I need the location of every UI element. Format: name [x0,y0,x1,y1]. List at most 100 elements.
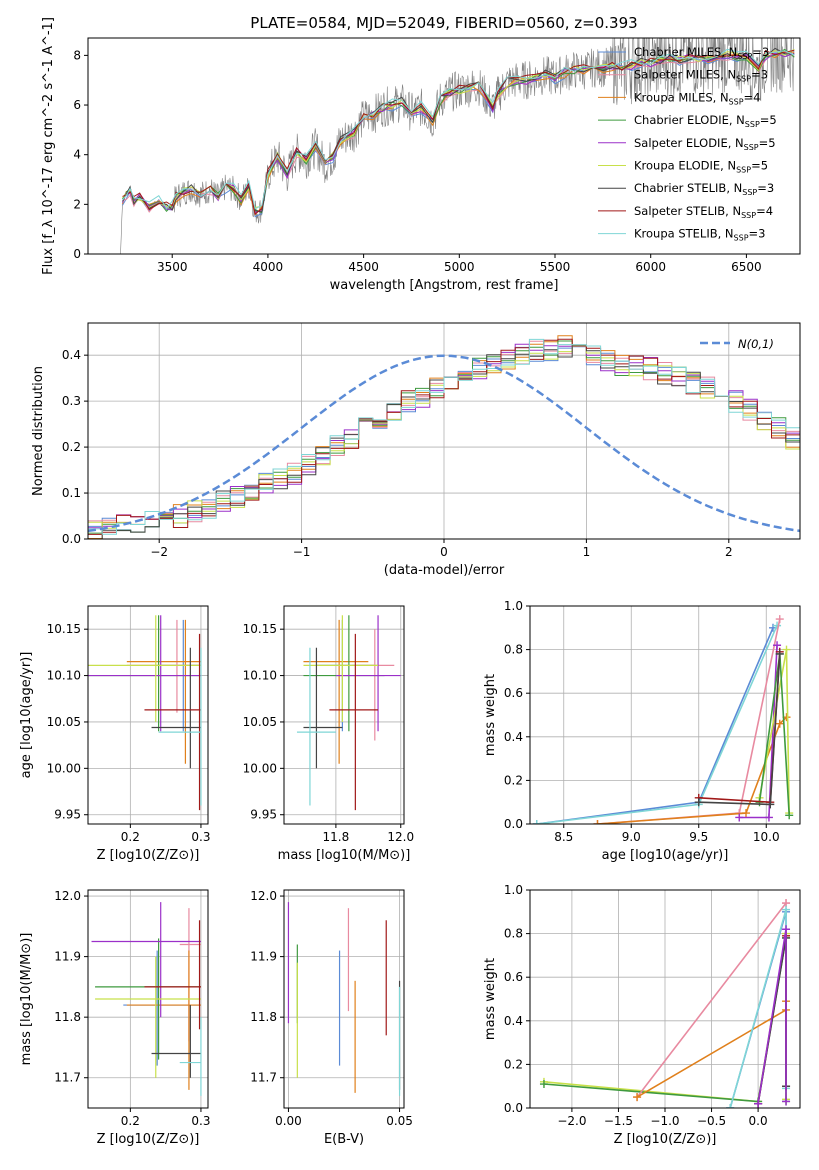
y-axis-label: mass [log10(M/M⊙)] [19,933,34,1066]
y-tick-label: 0.8 [504,643,523,657]
x-tick-label: 0.3 [191,1114,210,1128]
legend-entry: Chabrier STELIB, NSSP=3 [634,181,774,197]
x-tick-label: 0.00 [275,1114,302,1128]
x-axis-label: (data-model)/error [384,563,505,578]
x-tick-label: 10.0 [753,830,780,844]
x-tick-label: 9.5 [689,830,708,844]
x-axis-label: Z [log10(Z/Z⊙)] [97,1132,200,1147]
y-tick-label: 11.7 [54,1071,81,1085]
axes-frame [283,889,405,1109]
x-tick-label: 0.3 [191,830,210,844]
y-tick-label: 9.95 [54,808,81,822]
figure-title: PLATE=0584, MJD=52049, FIBERID=0560, z=0… [250,14,637,32]
y-tick-label: 10.10 [47,669,81,683]
y-tick-label: 12.0 [54,889,81,903]
y-tick-label: 0.2 [62,440,81,454]
plot-area [532,615,794,824]
hist-step-kroupa-miles [88,335,800,539]
axes-frame [87,889,209,1109]
y-tick-label: 10.00 [243,761,277,775]
legend-entry: Salpeter ELODIE, NSSP=5 [634,136,776,152]
y-tick-label: 10.15 [47,622,81,636]
x-tick-label: 6000 [635,260,666,274]
panel-mass-weight-vs-Z: −2.0 −1.5 −1.0 −0.5 0.0 0.0 0.2 0.4 0.6 0.8 1.0 Z [… [483,883,801,1147]
x-tick-label: 5000 [444,260,475,274]
axes-frame [87,37,801,255]
weight-marker [764,813,773,822]
x-axis-label: Z [log10(Z/Z⊙)] [614,1132,717,1147]
weight-marker [782,645,791,654]
normal-curve [88,354,800,533]
y-tick-label: 10.00 [47,761,81,775]
weight-marker [782,925,791,934]
weight-marker [766,800,775,809]
x-tick-label: −0.5 [697,1114,726,1128]
weight-marker [773,641,782,650]
y-tick-label: 1.0 [504,883,523,897]
hist-step-kroupa-stelib [88,338,800,535]
weight-marker [773,621,782,630]
panel-age-vs-mass: 11.8 12.0 9.95 10.00 10.05 10.10 10.15 mass [lo… [243,605,414,863]
y-axis-label: Flux [f_λ 10^-17 erg cm^-2 s^-1 A^-1] [41,17,56,275]
panel-mass-weight-vs-age: 8.5 9.0 9.5 10.0 0.0 0.2 0.4 0.6 0.8 1.0 age [log1… [483,599,801,863]
weight-marker [785,811,794,820]
y-tick-label: 9.95 [250,808,277,822]
y-tick-label: 0.4 [62,348,81,362]
y-tick-label: 12.0 [250,889,277,903]
x-tick-label: 0 [440,545,448,559]
y-tick-label: 0.4 [504,730,523,744]
x-axis-label: wavelength [Angstrom, rest frame] [330,278,559,293]
weight-marker [775,615,784,624]
y-tick-label: 0.8 [504,927,523,941]
plot-area [114,38,795,254]
weight-marker [782,905,791,914]
weight-marker [775,719,784,728]
x-tick-label: 12.0 [387,830,414,844]
x-tick-label: −1.0 [650,1114,679,1128]
x-tick-label: 0.2 [121,830,140,844]
legend-entry: Kroupa MILES, NSSP=4 [634,90,760,106]
x-tick-label: 0.0 [749,1114,768,1128]
legend-entry: Chabrier ELODIE, NSSP=5 [634,113,777,129]
x-tick-label: 6500 [731,260,762,274]
y-tick-label: 11.8 [54,1010,81,1024]
axes-frame [87,605,209,825]
y-tick-label: 10.15 [243,622,277,636]
y-tick-label: 1.0 [504,599,523,613]
y-tick-label: 0.6 [504,686,523,700]
panel-age-vs-Z: 0.2 0.3 9.95 10.00 10.05 10.10 10.15 Z [log10(Z… [19,605,210,863]
panel-spectrum: 3500 4000 4500 5000 5500 6000 6500 0 2 4 6 8 wavelen… [41,17,801,293]
panel-mass-vs-Z: 0.2 0.3 11.7 11.8 11.9 12.0 Z [log10(Z/Z⊙)] mas… [19,889,210,1147]
y-tick-label: 10.05 [47,715,81,729]
y-tick-label: 10.10 [243,669,277,683]
legend-entry: Kroupa ELODIE, NSSP=5 [634,159,768,175]
weight-marker [532,820,541,824]
x-axis-label: age [log10(age/yr)] [602,848,729,863]
y-tick-label: 0.0 [62,532,81,546]
y-tick-label: 10.05 [243,715,277,729]
weight-marker [742,809,750,818]
x-tick-label: −2.0 [557,1114,586,1128]
y-axis-label: age [log10(age/yr)] [19,652,34,779]
y-tick-label: 11.8 [250,1010,277,1024]
legend-entry: Salpeter STELIB, NSSP=4 [634,204,773,220]
x-axis-label: mass [log10(M/M⊙)] [278,848,411,863]
weight-line [597,716,788,824]
weight-marker [633,1093,642,1102]
weight-marker [694,798,703,807]
legend-entry: N(0,1) [738,337,774,351]
y-tick-label: 0.0 [504,1101,523,1115]
x-tick-label: 11.8 [323,830,350,844]
plot-area [91,902,202,1096]
y-tick-label: 0.0 [504,817,523,831]
plot-area [296,615,401,811]
y-tick-label: 11.9 [54,950,81,964]
x-tick-label: 5500 [540,260,571,274]
plot-area [88,335,800,539]
y-tick-label: 11.7 [250,1071,277,1085]
y-tick-label: 0 [73,247,81,261]
y-tick-label: 0.1 [62,486,81,500]
plot-area [287,902,401,1096]
legend-entry: Chabrier MILES, NSSP=3 [634,45,769,61]
